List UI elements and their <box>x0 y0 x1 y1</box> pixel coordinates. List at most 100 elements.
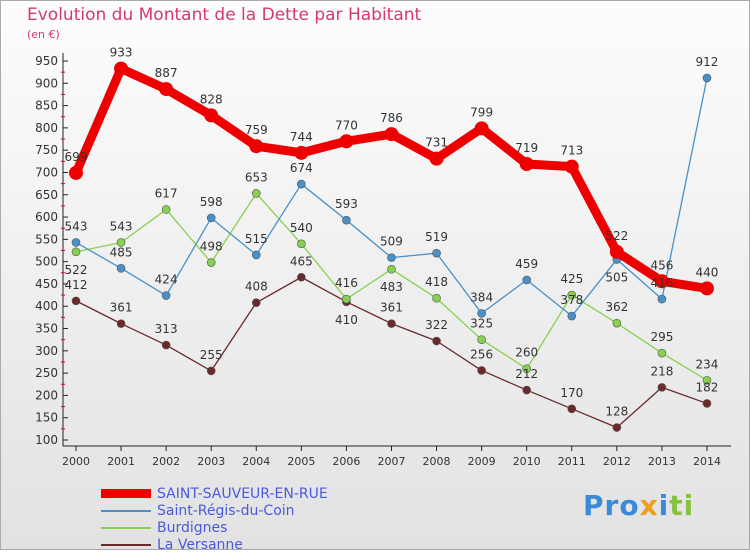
data-point <box>297 179 306 189</box>
x-tick-label: 2003 <box>197 455 225 468</box>
y-tick-label: 300 <box>35 344 58 358</box>
data-label: 416 <box>335 276 358 290</box>
data-point <box>251 298 261 307</box>
data-point <box>114 61 129 76</box>
data-label: 418 <box>425 275 448 289</box>
data-label: 485 <box>110 245 133 259</box>
y-tick-label: 400 <box>35 299 58 313</box>
legend-item: Saint-Régis-du-Coin <box>101 502 328 519</box>
legend-label: Burdignes <box>157 519 228 536</box>
y-axis-unit: (en €) <box>27 28 60 41</box>
data-label: 759 <box>245 123 268 137</box>
data-point <box>69 165 83 180</box>
data-point <box>702 399 712 408</box>
y-tick-label: 350 <box>35 322 58 336</box>
data-label: 378 <box>560 293 583 307</box>
data-point <box>702 375 712 385</box>
y-tick-label: 700 <box>35 165 58 179</box>
data-point <box>429 151 444 166</box>
y-tick-label: 500 <box>35 255 58 269</box>
data-point <box>161 291 171 300</box>
y-tick-label: 450 <box>35 277 58 291</box>
data-label: 465 <box>290 254 313 268</box>
data-point <box>342 215 351 225</box>
data-point <box>699 281 714 296</box>
data-label: 912 <box>696 55 719 69</box>
data-point <box>204 108 219 123</box>
x-tick-label: 2005 <box>287 455 315 468</box>
y-tick-label: 150 <box>35 411 58 425</box>
legend-label: La Versanne <box>157 536 243 553</box>
data-label: 653 <box>245 170 268 184</box>
legend-item: SAINT-SAUVEUR-EN-RUE <box>101 485 328 502</box>
data-label: 128 <box>605 405 628 419</box>
data-point <box>657 383 667 392</box>
y-tick-label: 250 <box>35 366 58 380</box>
data-label: 713 <box>560 144 583 158</box>
data-label: 234 <box>696 357 719 371</box>
y-tick-label: 800 <box>35 121 58 135</box>
data-label: 260 <box>515 346 538 360</box>
data-point <box>297 239 306 249</box>
legend: SAINT-SAUVEUR-EN-RUE Saint-Régis-du-Coin B… <box>101 485 328 553</box>
data-point <box>522 364 532 373</box>
data-label: 440 <box>696 265 719 279</box>
data-label: 408 <box>245 280 268 294</box>
x-tick-label: 2007 <box>377 455 405 468</box>
y-tick-label: 750 <box>35 143 58 157</box>
data-label: 617 <box>155 186 178 200</box>
data-point <box>432 336 441 346</box>
data-label: 770 <box>335 118 358 132</box>
data-label: 505 <box>605 270 628 284</box>
proxiti-logo: Proxiti <box>583 489 695 522</box>
data-label: 483 <box>380 280 403 294</box>
data-label: 362 <box>605 300 628 314</box>
y-tick-label: 200 <box>35 388 58 402</box>
data-point <box>116 238 126 247</box>
data-label: 170 <box>560 386 583 400</box>
data-point <box>116 319 126 328</box>
data-label: 498 <box>200 240 223 254</box>
y-tick-label: 550 <box>35 232 58 246</box>
data-point <box>342 294 351 304</box>
x-tick-label: 2009 <box>468 455 496 468</box>
data-label: 519 <box>425 230 448 244</box>
legend-label: Saint-Régis-du-Coin <box>157 502 295 519</box>
data-label: 256 <box>470 347 493 361</box>
y-tick-label: 650 <box>35 188 58 202</box>
data-point <box>477 335 486 344</box>
data-point <box>161 340 171 350</box>
data-point <box>702 73 712 83</box>
data-point <box>249 139 264 154</box>
legend-swatch <box>101 526 151 529</box>
legend-item: Burdignes <box>101 519 328 536</box>
data-point <box>206 258 216 267</box>
data-point <box>654 274 669 289</box>
data-point <box>612 423 622 432</box>
legend-swatch <box>101 489 151 498</box>
data-label: 410 <box>335 313 358 327</box>
data-point <box>477 309 486 318</box>
data-point <box>657 294 667 304</box>
data-point <box>206 213 216 223</box>
y-tick-label: 100 <box>35 433 58 447</box>
data-label: 515 <box>245 232 268 246</box>
data-point <box>612 318 622 328</box>
data-point <box>387 319 396 328</box>
data-point <box>71 247 81 257</box>
legend-swatch <box>101 509 151 512</box>
data-label: 731 <box>425 136 448 150</box>
data-point <box>432 248 441 258</box>
data-label: 509 <box>380 235 403 249</box>
x-tick-label: 2014 <box>693 455 721 468</box>
data-point <box>474 121 489 136</box>
legend-swatch <box>101 543 151 546</box>
data-point <box>387 253 396 262</box>
data-label: 522 <box>65 263 88 277</box>
y-tick-label: 900 <box>35 76 58 90</box>
data-point <box>116 264 126 273</box>
x-tick-label: 2001 <box>107 455 135 468</box>
